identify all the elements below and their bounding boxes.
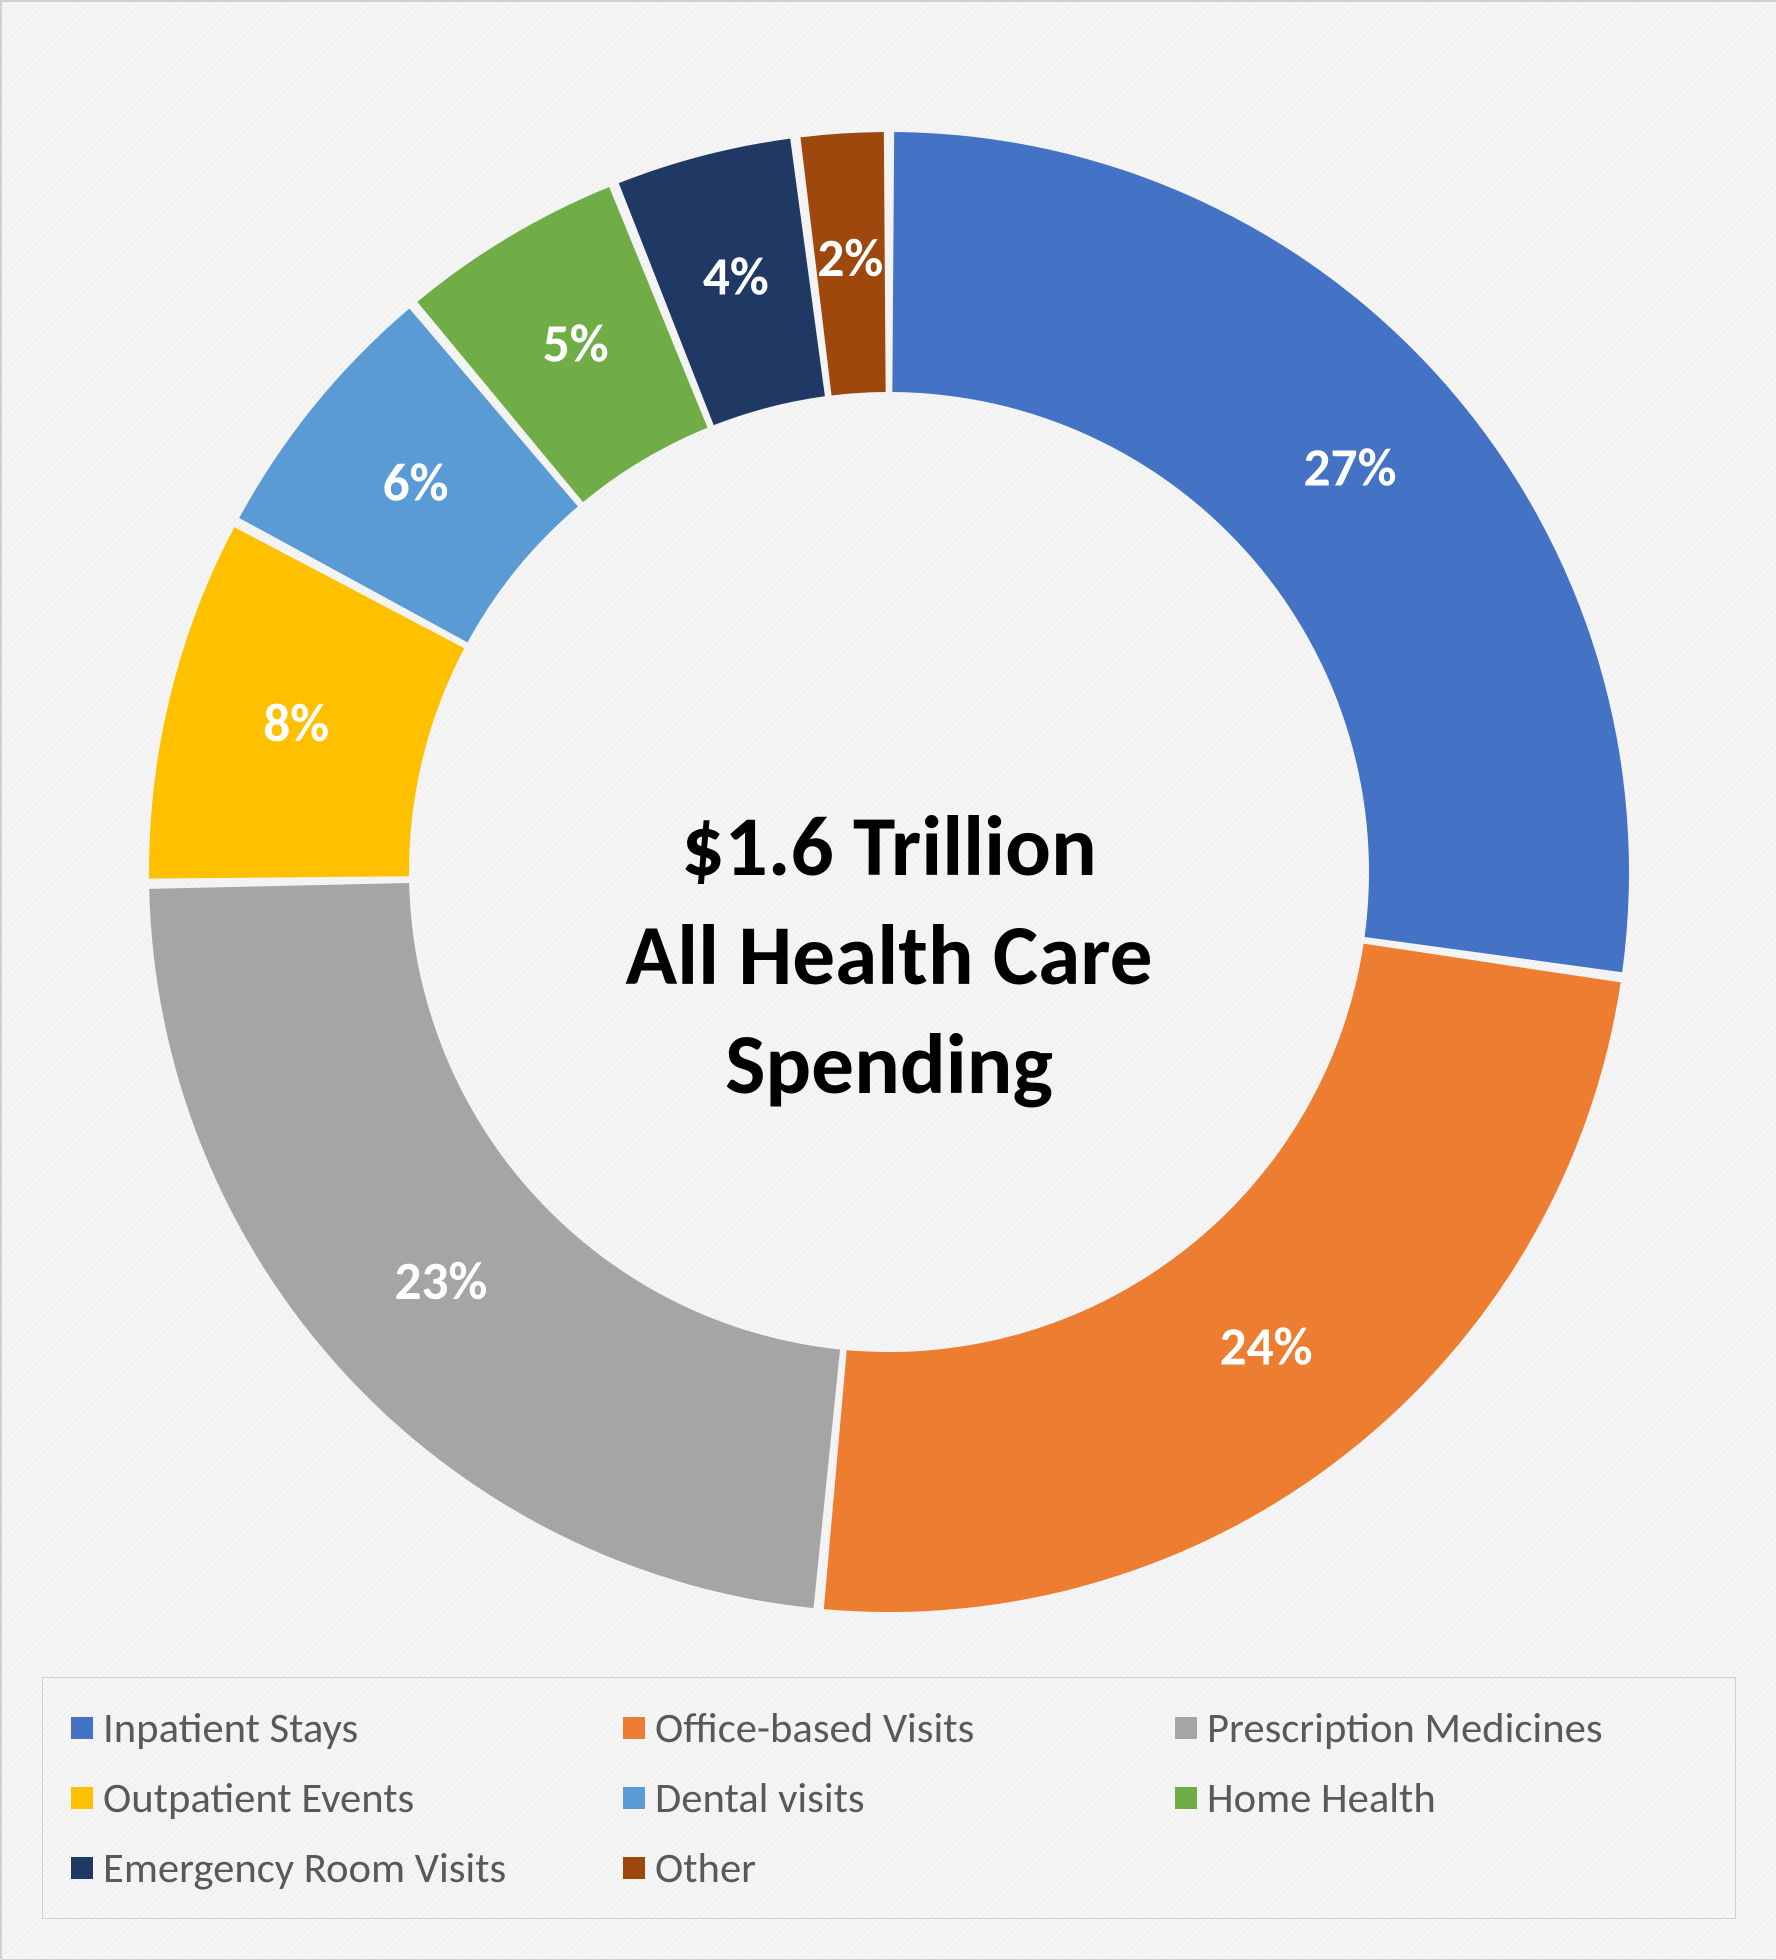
legend-label: Office-based Visits <box>655 1702 974 1754</box>
legend-swatch-icon <box>1175 1717 1197 1739</box>
legend-swatch-icon <box>623 1717 645 1739</box>
slice-label-other: 2% <box>817 226 883 291</box>
legend-label: Dental visits <box>655 1772 865 1824</box>
slice-label-dental-visits: 6% <box>383 450 449 515</box>
slice-label-prescription-medicines: 23% <box>394 1249 487 1314</box>
legend-swatch-icon <box>623 1857 645 1879</box>
slice-label-office-based-visits: 24% <box>1220 1314 1313 1379</box>
healthcare-spending-donut-chart: 27%24%23%8%6%5%4%2% $1.6 Trillion All He… <box>2 2 1776 1959</box>
legend-item-outpatient-events: Outpatient Events <box>71 1772 603 1824</box>
legend-swatch-icon <box>71 1787 93 1809</box>
legend-item-prescription-medicines: Prescription Medicines <box>1175 1702 1707 1754</box>
legend-label: Emergency Room Visits <box>103 1842 506 1894</box>
legend-label: Other <box>655 1842 756 1894</box>
legend-item-emergency-room-visits: Emergency Room Visits <box>71 1842 603 1894</box>
slice-label-inpatient-stays: 27% <box>1304 435 1397 500</box>
slice-inpatient-stays <box>892 132 1629 972</box>
slice-label-home-health: 5% <box>543 312 609 377</box>
legend-label: Inpatient Stays <box>103 1702 358 1754</box>
legend-item-home-health: Home Health <box>1175 1772 1707 1824</box>
slice-office-based-visits <box>824 944 1621 1612</box>
legend-item-office-based-visits: Office-based Visits <box>623 1702 1155 1754</box>
legend-swatch-icon <box>1175 1787 1197 1809</box>
legend-swatch-icon <box>71 1717 93 1739</box>
legend-item-other: Other <box>623 1842 1155 1894</box>
legend-label: Home Health <box>1207 1772 1436 1824</box>
legend-label: Outpatient Events <box>103 1772 414 1824</box>
slice-prescription-medicines <box>149 883 840 1608</box>
legend-item-inpatient-stays: Inpatient Stays <box>71 1702 603 1754</box>
legend-label: Prescription Medicines <box>1207 1702 1603 1754</box>
legend-swatch-icon <box>71 1857 93 1879</box>
legend-swatch-icon <box>623 1787 645 1809</box>
slice-label-outpatient-events: 8% <box>263 691 329 756</box>
donut-svg: 27% 24% 23% 8% 6% 5% 4% 2% <box>89 52 1689 1692</box>
chart-legend: Inpatient Stays Office-based Visits Prescr… <box>42 1677 1736 1919</box>
slice-label-emergency-room-visits: 4% <box>703 244 769 309</box>
legend-item-dental-visits: Dental visits <box>623 1772 1155 1824</box>
